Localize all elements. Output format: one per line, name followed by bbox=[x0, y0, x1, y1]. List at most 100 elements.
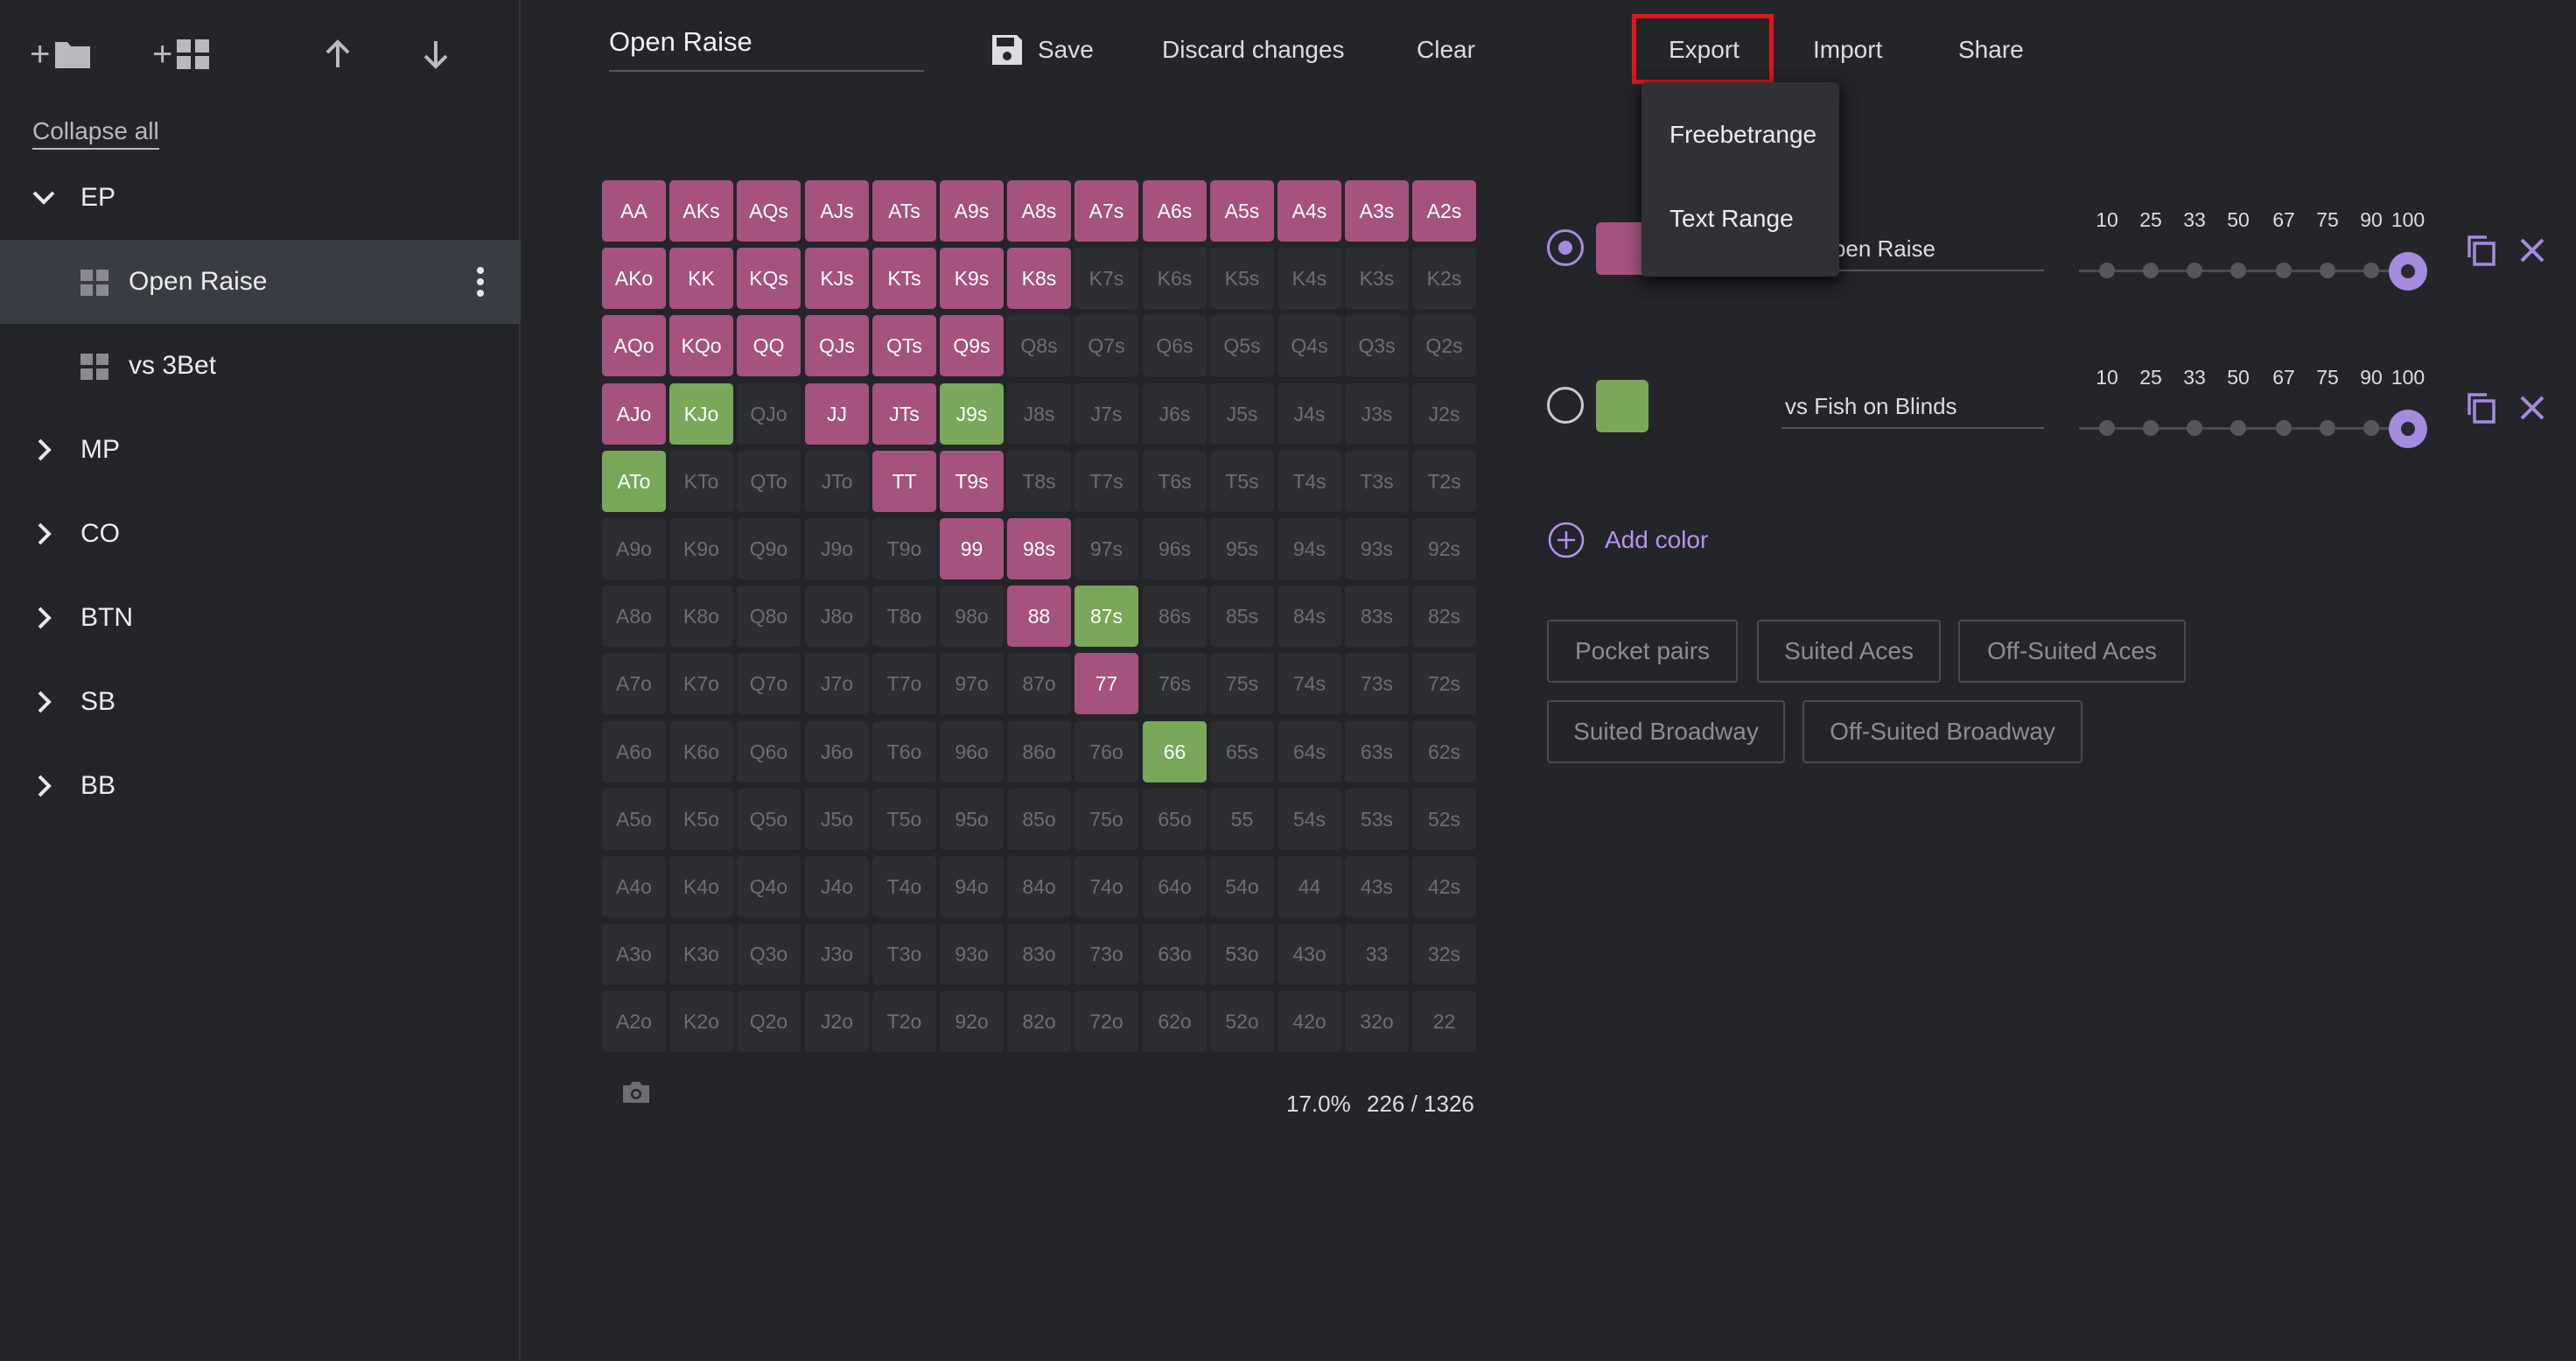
hand-cell[interactable]: AJs bbox=[805, 180, 869, 242]
hand-cell[interactable]: A6o bbox=[602, 721, 666, 782]
hand-cell[interactable]: J8o bbox=[805, 586, 869, 647]
hand-cell[interactable]: 82o bbox=[1007, 991, 1071, 1052]
hand-cell[interactable]: T7o bbox=[872, 653, 936, 714]
hand-cell[interactable]: Q2o bbox=[737, 991, 801, 1052]
slider-stop[interactable] bbox=[2143, 420, 2159, 436]
hand-cell[interactable]: 32s bbox=[1412, 923, 1476, 985]
hand-cell[interactable]: J3o bbox=[805, 923, 869, 985]
hand-cell[interactable]: J5s bbox=[1210, 383, 1274, 445]
slider-stop[interactable] bbox=[2320, 420, 2335, 436]
hand-cell[interactable]: 92o bbox=[940, 991, 1004, 1052]
hand-cell[interactable]: 54o bbox=[1210, 856, 1274, 917]
hand-cell[interactable]: AQo bbox=[602, 315, 666, 376]
hand-cell[interactable]: 93s bbox=[1345, 518, 1409, 579]
copy-icon[interactable] bbox=[2464, 233, 2499, 268]
add-folder-button[interactable]: + bbox=[30, 28, 92, 81]
hand-cell[interactable]: 43s bbox=[1345, 856, 1409, 917]
add-color-button[interactable]: Add color bbox=[1547, 518, 1708, 562]
hand-cell[interactable]: J9s bbox=[940, 383, 1004, 445]
hand-cell[interactable]: Q5s bbox=[1210, 315, 1274, 376]
hand-cell[interactable]: QTs bbox=[872, 315, 936, 376]
color-radio[interactable] bbox=[1547, 229, 1584, 266]
hand-cell[interactable]: K8o bbox=[669, 586, 733, 647]
hand-cell[interactable]: QQ bbox=[737, 315, 801, 376]
hand-cell[interactable]: ATo bbox=[602, 451, 666, 512]
hand-cell[interactable]: 95s bbox=[1210, 518, 1274, 579]
hand-cell[interactable]: 96o bbox=[940, 721, 1004, 782]
hand-cell[interactable]: A8o bbox=[602, 586, 666, 647]
slider-stop[interactable] bbox=[2276, 420, 2292, 436]
hand-cell[interactable]: Q4o bbox=[737, 856, 801, 917]
hand-cell[interactable]: A6s bbox=[1143, 180, 1207, 242]
share-button[interactable]: Share bbox=[1958, 36, 2024, 63]
hand-cell[interactable]: AJo bbox=[602, 383, 666, 445]
hand-cell[interactable]: Q4s bbox=[1278, 315, 1341, 376]
hand-cell[interactable]: J4s bbox=[1278, 383, 1341, 445]
hand-cell[interactable]: J5o bbox=[805, 789, 869, 850]
hand-cell[interactable]: Q7s bbox=[1074, 315, 1138, 376]
hand-cell[interactable]: 63o bbox=[1143, 923, 1207, 985]
slider-stop[interactable] bbox=[2099, 263, 2115, 278]
hand-cell[interactable]: A7s bbox=[1074, 180, 1138, 242]
hand-cell[interactable]: 93o bbox=[940, 923, 1004, 985]
hand-cell[interactable]: 85s bbox=[1210, 586, 1274, 647]
hand-cell[interactable]: AA bbox=[602, 180, 666, 242]
slider-stop[interactable] bbox=[2143, 263, 2159, 278]
weight-slider[interactable]: 10 25 33 50 67 75 90 100 bbox=[2079, 366, 2427, 448]
hand-cell[interactable]: T8s bbox=[1007, 451, 1071, 512]
collapse-all-link[interactable]: Collapse all bbox=[32, 117, 159, 150]
hand-cell[interactable]: 84s bbox=[1278, 586, 1341, 647]
hand-cell[interactable]: J2s bbox=[1412, 383, 1476, 445]
hand-cell[interactable]: 95o bbox=[940, 789, 1004, 850]
hand-cell[interactable]: 64s bbox=[1278, 721, 1341, 782]
hand-cell[interactable]: A5o bbox=[602, 789, 666, 850]
hand-cell[interactable]: QJs bbox=[805, 315, 869, 376]
export-freebetrange-option[interactable]: Freebetrange bbox=[1670, 121, 1817, 148]
preset-off-suited-broadway[interactable]: Off-Suited Broadway bbox=[1802, 700, 2082, 763]
hand-cell[interactable]: T9o bbox=[872, 518, 936, 579]
sidebar-folder-mp[interactable]: MP bbox=[0, 408, 521, 492]
hand-cell[interactable]: Q9o bbox=[737, 518, 801, 579]
hand-cell[interactable]: 77 bbox=[1074, 653, 1138, 714]
hand-cell[interactable]: K4s bbox=[1278, 248, 1341, 309]
hand-cell[interactable]: T6s bbox=[1143, 451, 1207, 512]
copy-icon[interactable] bbox=[2464, 390, 2499, 425]
hand-cell[interactable]: JTs bbox=[872, 383, 936, 445]
color-radio[interactable] bbox=[1547, 387, 1584, 424]
preset-pocket-pairs[interactable]: Pocket pairs bbox=[1547, 620, 1738, 683]
weight-slider[interactable]: 10 25 33 50 67 75 90 100 bbox=[2079, 208, 2427, 291]
hand-cell[interactable]: A4o bbox=[602, 856, 666, 917]
hand-cell[interactable]: 66 bbox=[1143, 721, 1207, 782]
hand-cell[interactable]: 32o bbox=[1345, 991, 1409, 1052]
save-button[interactable]: Save bbox=[990, 28, 1094, 72]
sidebar-range-open-raise[interactable]: Open Raise bbox=[0, 240, 521, 324]
hand-cell[interactable]: 63s bbox=[1345, 721, 1409, 782]
hand-cell[interactable]: 98s bbox=[1007, 518, 1071, 579]
preset-suited-broadway[interactable]: Suited Broadway bbox=[1547, 700, 1785, 763]
hand-cell[interactable]: 73o bbox=[1074, 923, 1138, 985]
hand-cell[interactable]: T7s bbox=[1074, 451, 1138, 512]
hand-cell[interactable]: 22 bbox=[1412, 991, 1476, 1052]
preset-suited-aces[interactable]: Suited Aces bbox=[1757, 620, 1941, 683]
hand-cell[interactable]: Q9s bbox=[940, 315, 1004, 376]
hand-cell[interactable]: T4o bbox=[872, 856, 936, 917]
hand-cell[interactable]: Q3s bbox=[1345, 315, 1409, 376]
hand-cell[interactable]: 88 bbox=[1007, 586, 1071, 647]
hand-cell[interactable]: 62s bbox=[1412, 721, 1476, 782]
hand-cell[interactable]: 99 bbox=[940, 518, 1004, 579]
slider-track[interactable] bbox=[2079, 427, 2426, 430]
color-swatch[interactable] bbox=[1596, 222, 1648, 275]
hand-cell[interactable]: JTo bbox=[805, 451, 869, 512]
hand-cell[interactable]: K2o bbox=[669, 991, 733, 1052]
hand-cell[interactable]: Q6s bbox=[1143, 315, 1207, 376]
hand-cell[interactable]: 87s bbox=[1074, 586, 1138, 647]
hand-cell[interactable]: 65o bbox=[1143, 789, 1207, 850]
slider-stop[interactable] bbox=[2230, 263, 2246, 278]
hand-cell[interactable]: 65s bbox=[1210, 721, 1274, 782]
hand-cell[interactable]: 64o bbox=[1143, 856, 1207, 917]
hand-cell[interactable]: KTs bbox=[872, 248, 936, 309]
hand-cell[interactable]: A7o bbox=[602, 653, 666, 714]
hand-cell[interactable]: K3s bbox=[1345, 248, 1409, 309]
hand-cell[interactable]: J9o bbox=[805, 518, 869, 579]
hand-cell[interactable]: T3o bbox=[872, 923, 936, 985]
